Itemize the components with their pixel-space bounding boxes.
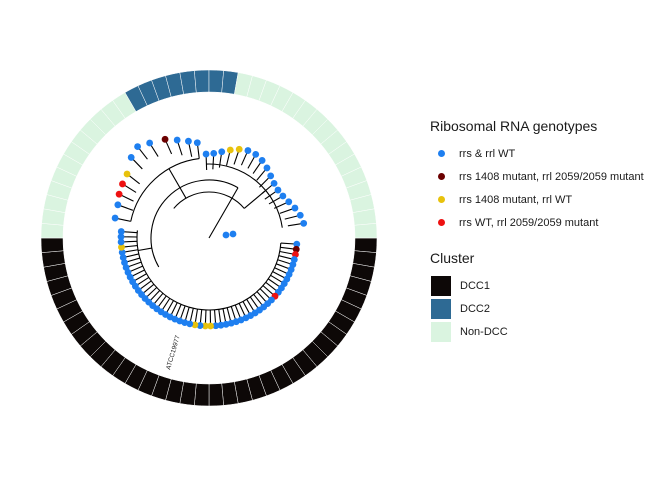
tip-point (222, 231, 230, 239)
cluster-dcc2-swatch-icon (430, 297, 452, 320)
tip-point (217, 321, 225, 329)
legend-genotype-item: rrs 1408 mutant, rrl 2059/2059 mutant (430, 165, 670, 188)
tip-point (117, 233, 125, 241)
tip-point (185, 137, 192, 145)
tip-point (146, 139, 154, 147)
tip-point (293, 240, 301, 248)
tree-branch-arc (130, 158, 200, 222)
genotype-wt-dot-icon (438, 150, 445, 157)
tip-point (291, 204, 299, 212)
tip-point (244, 147, 252, 154)
legend-cluster-label: Non-DCC (460, 325, 508, 338)
tree-branch-arc (150, 179, 239, 268)
tip-point (123, 170, 131, 178)
genotype-rrs-mutant-dot-icon (438, 196, 445, 203)
tip-point (173, 136, 181, 144)
tip-point (117, 238, 125, 246)
tip-point (191, 321, 199, 329)
cluster-ring-segment (208, 383, 224, 407)
tip-point (296, 211, 304, 219)
tip-point (267, 172, 275, 180)
tip-point (196, 322, 204, 329)
legend-cluster: Cluster DCC1 DCC2 Non-DCC (430, 250, 670, 343)
tip-point (193, 139, 201, 147)
legend-cluster-item: DCC2 (430, 297, 670, 320)
tip-point (114, 201, 122, 209)
cluster-ring-segment (194, 383, 210, 407)
tree-branch-arc (206, 163, 283, 228)
tip-point (274, 186, 282, 194)
cluster-ring-segment (40, 223, 64, 239)
tip-point (111, 214, 119, 222)
cluster-dcc1-swatch-icon (430, 274, 452, 297)
circular-phylogenetic-tree: ATCC19977 (40, 69, 378, 407)
tip-point (258, 157, 266, 164)
tree-branch-root (208, 187, 239, 239)
tip-point (118, 243, 125, 251)
tip-point (300, 219, 308, 227)
tip-point (292, 245, 300, 253)
tip-point (119, 254, 127, 261)
tip-point (252, 150, 260, 158)
legend-cluster-label: DCC2 (460, 302, 490, 315)
genotype-double-mutant-dot-icon (438, 173, 445, 180)
tip-point (270, 179, 278, 187)
legend-cluster-item: Non-DCC (430, 320, 670, 343)
tip-point (212, 322, 220, 330)
tip-point (227, 319, 235, 327)
tip-point (222, 320, 230, 328)
legend-genotype-label: rrs 1408 mutant, rrl 2059/2059 mutant (459, 170, 644, 183)
tip-point (292, 251, 299, 258)
tip-point (210, 149, 218, 157)
legend-genotype-item: rrs 1408 mutant, rrl WT (430, 188, 670, 211)
legend-cluster-item: DCC1 (430, 274, 670, 297)
cluster-ring (40, 69, 378, 407)
tree-branch-arc (173, 191, 245, 209)
legend-cluster-label: DCC1 (460, 279, 490, 292)
cluster-ring-segment (354, 237, 378, 253)
tree-branch-internal (168, 168, 187, 199)
tip-point (279, 192, 287, 200)
cluster-nondcc-swatch-icon (430, 320, 452, 343)
cluster-ring-segment (40, 237, 64, 253)
tip-point (285, 198, 293, 206)
tip-point (218, 148, 226, 156)
legend-genotype-label: rrs WT, rrl 2059/2059 mutant (459, 216, 599, 229)
legend: Ribosomal RNA genotypes rrs & rrl WT rrs… (430, 118, 670, 343)
tip-point (161, 135, 169, 143)
legend-genotypes-title: Ribosomal RNA genotypes (430, 118, 598, 134)
legend-cluster-title: Cluster (430, 250, 475, 266)
tree-branch-internal (243, 190, 267, 209)
tip-point (229, 230, 237, 238)
tree-branch-internal (137, 247, 152, 252)
legend-genotype-item: rrs & rrl WT (430, 142, 670, 165)
tip-point (202, 150, 210, 158)
tip-point (134, 143, 141, 150)
tip-point (263, 164, 271, 172)
legend-genotype-item: rrs WT, rrl 2059/2059 mutant (430, 211, 670, 234)
tip-point (117, 228, 125, 235)
tip-point (226, 146, 234, 154)
tree-branches (114, 139, 304, 326)
legend-genotype-label: rrs 1408 mutant, rrl WT (459, 193, 573, 206)
tip-point (201, 322, 209, 330)
tree-branch-arc (136, 230, 282, 311)
legend-genotype-label: rrs & rrl WT (459, 147, 516, 160)
tip-point (127, 154, 135, 161)
genotype-rrl-mutant-dot-icon (438, 219, 445, 226)
legend-genotypes: Ribosomal RNA genotypes rrs & rrl WT rrs… (430, 118, 670, 234)
tip-point (235, 145, 243, 153)
cluster-ring-segment (208, 69, 224, 93)
tip-point (119, 180, 126, 188)
cluster-ring-segment (194, 69, 210, 93)
tip-label-atcc19977: ATCC19977 (165, 334, 182, 370)
tip-point (115, 190, 123, 198)
tip-point (118, 248, 126, 256)
tip-points (111, 135, 308, 330)
tip-point (207, 322, 214, 330)
cluster-ring-segment (354, 223, 378, 239)
